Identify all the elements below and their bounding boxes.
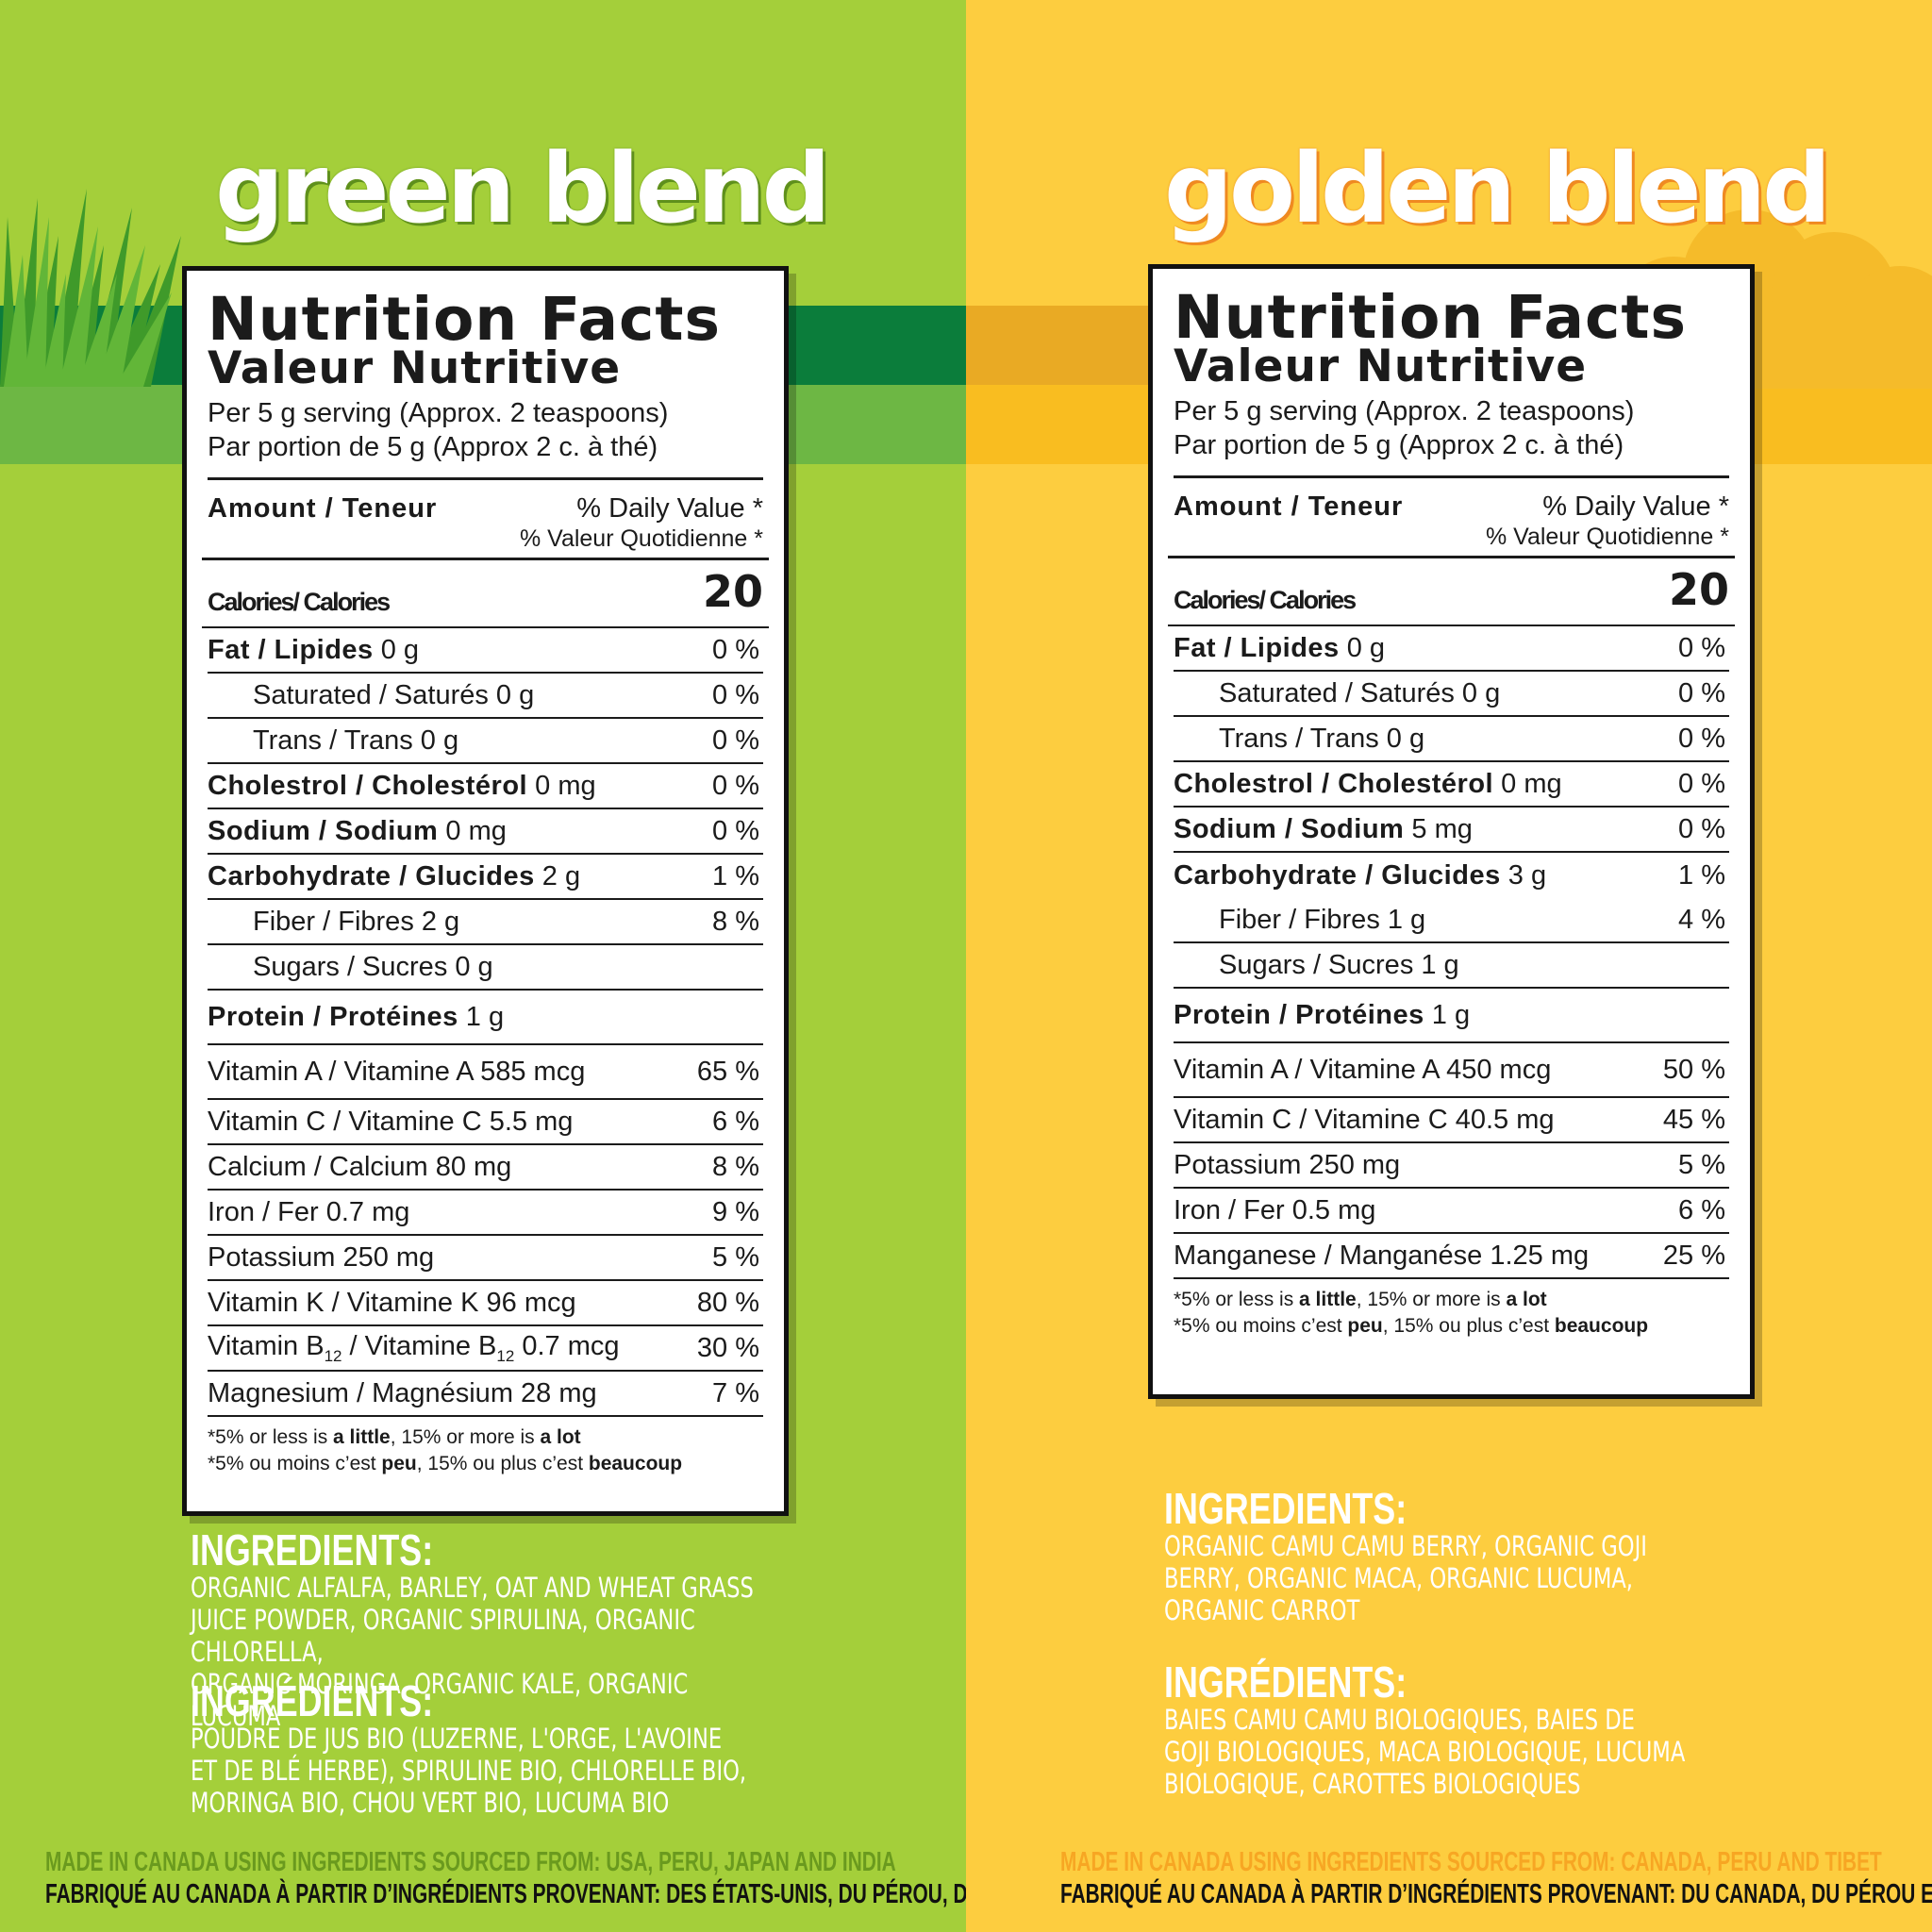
vitamin-row: Vitamin C / Vitamine C 5.5 mg 6 %	[208, 1100, 763, 1145]
nutrition-facts-heading: Nutrition Facts	[1174, 283, 1687, 352]
grass-illustration	[0, 189, 181, 387]
nutrient-row: Sugars / Sucres 0 g	[208, 945, 763, 991]
vitamin-row: Magnesium / Magnésium 28 mg 7 %	[208, 1372, 763, 1417]
ingredients-heading: INGREDIENTS:	[1164, 1484, 1407, 1533]
nutrient-row: Protein / Protéines 1 g	[208, 991, 763, 1045]
calories-value: 20	[702, 566, 763, 617]
vitamin-row: Calcium / Calcium 80 mg 8 %	[208, 1145, 763, 1191]
serving-size-fr: Par portion de 5 g (Approx 2 c. à thé)	[208, 432, 658, 462]
divider	[202, 558, 769, 560]
divider	[208, 477, 763, 480]
ingredients-text: ORGANIC CAMU CAMU BERRY, ORGANIC GOJI BE…	[1164, 1530, 1647, 1626]
green-blend-panel: green blend Nutrition Facts Valeur Nutri…	[0, 0, 966, 1932]
golden-nutrition-facts-label: Nutrition Facts Valeur Nutritive Per 5 g…	[1148, 264, 1755, 1399]
made-in-fr: FABRIQUÉ AU CANADA À PARTIR D’INGRÉDIENT…	[45, 1879, 966, 1909]
ingredients-fr-heading: INGRÉDIENTS:	[1164, 1657, 1407, 1707]
golden-blend-panel: golden blend Nutrition Facts Valeur Nutr…	[966, 0, 1932, 1932]
serving-size-en: Per 5 g serving (Approx. 2 teaspoons)	[1174, 396, 1635, 426]
nutrient-row: Sugars / Sucres 1 g	[1174, 943, 1729, 989]
ingredients-fr-heading: INGRÉDIENTS:	[191, 1676, 434, 1725]
amount-label: Amount / Teneur	[208, 493, 438, 524]
vitamin-row: Potassium 250 mg 5 %	[208, 1236, 763, 1281]
calories-label: Calories/ Calories	[208, 588, 391, 616]
serving-size-fr: Par portion de 5 g (Approx 2 c. à thé)	[1174, 430, 1624, 460]
nutrient-row: Protein / Protéines 1 g	[1174, 989, 1729, 1043]
amount-header: Amount / Teneur % Daily Value * % Valeur…	[1174, 478, 1729, 556]
divider	[1168, 556, 1735, 558]
footnote: *5% or less is a little, 15% or more is …	[208, 1426, 683, 1474]
vitamin-row: Potassium 250 mg 5 %	[1174, 1143, 1729, 1189]
made-in-en: MADE IN CANADA USING INGREDIENTS SOURCED…	[1060, 1847, 1882, 1877]
vitamin-row: Manganese / Manganése 1.25 mg 25 %	[1174, 1234, 1729, 1279]
amount-label: Amount / Teneur	[1174, 491, 1404, 522]
vitamin-row: Iron / Fer 0.5 mg 6 %	[1174, 1189, 1729, 1234]
vitamin-row: Iron / Fer 0.7 mg 9 %	[208, 1191, 763, 1236]
valeur-nutritive-heading: Valeur Nutritive	[1174, 341, 1588, 392]
nutrition-facts-heading: Nutrition Facts	[208, 285, 721, 354]
ingredients-text: ORGANIC ALFALFA, BARLEY, OAT AND WHEAT G…	[191, 1572, 754, 1732]
calories-row: Calories/ Calories 20	[202, 560, 769, 628]
divider	[1174, 475, 1729, 478]
vitamin-row: Vitamin K / Vitamine K 96 mcg 80 %	[208, 1281, 763, 1326]
nutrient-row: Sodium / Sodium 5 mg 0 %	[1174, 808, 1729, 853]
footnote: *5% or less is a little, 15% or more is …	[1174, 1289, 1649, 1337]
nutrient-row: Sodium / Sodium 0 mg 0 %	[208, 809, 763, 855]
ingredients-fr-text: BAIES CAMU CAMU BIOLOGIQUES, BAIES DE GO…	[1164, 1704, 1686, 1800]
vitamin-row: Vitamin C / Vitamine C 40.5 mg 45 %	[1174, 1098, 1729, 1143]
daily-value-fr: % Valeur Quotidienne *	[519, 525, 763, 552]
calories-label: Calories/ Calories	[1174, 586, 1357, 614]
daily-value-en: % Daily Value *	[576, 493, 763, 524]
nutrient-row: Cholestrol / Cholestérol 0 mg 0 %	[208, 764, 763, 809]
vitamin-row: Vitamin A / Vitamine A 450 mcg 50 %	[1174, 1043, 1729, 1098]
green-nutrition-facts-label: Nutrition Facts Valeur Nutritive Per 5 g…	[182, 266, 789, 1516]
serving-size-en: Per 5 g serving (Approx. 2 teaspoons)	[208, 398, 669, 428]
golden-ingredients-fr: INGRÉDIENTS: BAIES CAMU CAMU BIOLOGIQUES…	[1164, 1660, 1909, 1800]
ingredients-fr-text: POUDRE DE JUS BIO (LUZERNE, L'ORGE, L'AV…	[191, 1723, 747, 1819]
amount-header: Amount / Teneur % Daily Value * % Valeur…	[208, 480, 763, 558]
made-in-fr: FABRIQUÉ AU CANADA À PARTIR D’INGRÉDIENT…	[1060, 1879, 1932, 1909]
golden-ingredients: INGREDIENTS: ORGANIC CAMU CAMU BERRY, OR…	[1164, 1487, 1909, 1626]
made-in-en: MADE IN CANADA USING INGREDIENTS SOURCED…	[45, 1847, 896, 1877]
calories-value: 20	[1668, 564, 1729, 615]
green-ingredients: INGREDIENTS: ORGANIC ALFALFA, BARLEY, OA…	[191, 1528, 936, 1732]
green-blend-title: green blend	[215, 133, 831, 245]
green-ingredients-fr: INGRÉDIENTS: POUDRE DE JUS BIO (LUZERNE,…	[191, 1679, 936, 1819]
vitamin-row: Vitamin B12 / Vitamine B12 0.7 mcg 30 %	[208, 1326, 763, 1372]
daily-value-en: % Daily Value *	[1542, 491, 1729, 522]
nutrient-row: Cholestrol / Cholestérol 0 mg 0 %	[1174, 762, 1729, 808]
ingredients-heading: INGREDIENTS:	[191, 1525, 434, 1574]
golden-blend-title: golden blend	[1164, 133, 1831, 245]
vitamin-row: Vitamin A / Vitamine A 585 mcg 65 %	[208, 1045, 763, 1100]
daily-value-fr: % Valeur Quotidienne *	[1485, 524, 1729, 550]
calories-row: Calories/ Calories 20	[1168, 558, 1735, 626]
valeur-nutritive-heading: Valeur Nutritive	[208, 342, 622, 394]
